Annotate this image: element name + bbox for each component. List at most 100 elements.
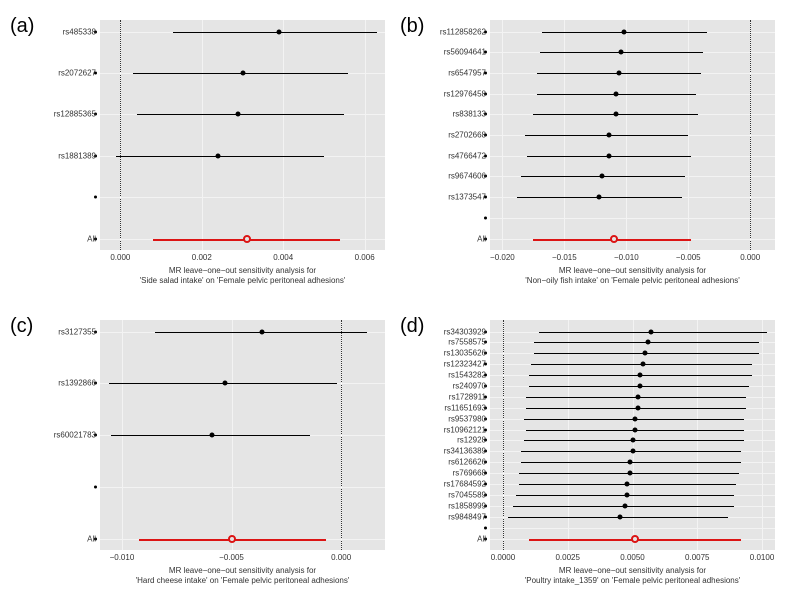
ylabel: rs240970 <box>453 381 490 390</box>
ylabel: rs10962121 <box>444 425 490 434</box>
x-axis-title-line1: MR leave−one−out sensitivity analysis fo… <box>490 566 775 576</box>
ylabel: rs7558575 <box>448 338 490 347</box>
point-estimate <box>236 112 241 117</box>
ylabel: rs13035626 <box>444 349 490 358</box>
point-estimate <box>635 394 640 399</box>
x-axis-title-line1: MR leave−one−out sensitivity analysis fo… <box>100 266 385 276</box>
gridline <box>365 20 366 250</box>
point-estimate <box>621 29 626 34</box>
ylabel: rs4766472 <box>448 151 490 160</box>
ylabel: rs1543282 <box>448 371 490 380</box>
point-estimate <box>606 133 611 138</box>
ylabel: rs3127355 <box>58 327 100 336</box>
gridline <box>633 320 634 550</box>
x-axis-title: MR leave−one−out sensitivity analysis fo… <box>100 550 385 585</box>
plot-d: 0.00000.00250.00500.00750.0100rs34303929… <box>490 320 775 550</box>
ytick-dot <box>484 526 487 529</box>
ylabel: rs1728911 <box>449 392 490 401</box>
point-estimate <box>630 449 635 454</box>
point-estimate <box>630 438 635 443</box>
point-estimate <box>627 460 632 465</box>
ylabel: rs6547957 <box>448 68 490 77</box>
gridline <box>762 320 763 550</box>
ylabel: rs34136389 <box>444 447 490 456</box>
point-estimate <box>638 373 643 378</box>
panel-label-d: (d) <box>400 315 424 338</box>
point-estimate <box>606 153 611 158</box>
ci-whisker <box>539 332 767 333</box>
hgrid <box>100 197 385 198</box>
ylabel: rs11651693 <box>444 403 490 412</box>
ylabel: rs34303929 <box>444 327 490 336</box>
point-estimate <box>616 70 621 75</box>
ylabel: rs7045589 <box>448 490 490 499</box>
x-axis-title: MR leave−one−out sensitivity analysis fo… <box>100 250 385 285</box>
x-axis-title: MR leave−one−out sensitivity analysis fo… <box>490 250 775 285</box>
point-estimate <box>643 351 648 356</box>
ylabel: rs1858999 <box>448 501 490 510</box>
plot-b: −0.020−0.015−0.010−0.0050.000rs112858262… <box>490 20 775 250</box>
ylabel: rs12976458 <box>444 89 490 98</box>
ylabel: rs6126626 <box>448 458 490 467</box>
point-estimate <box>599 174 604 179</box>
point-estimate <box>627 471 632 476</box>
ytick-dot <box>94 485 97 488</box>
x-axis-title: MR leave−one−out sensitivity analysis fo… <box>490 550 775 585</box>
point-estimate <box>638 383 643 388</box>
ylabel: rs9674606 <box>448 172 490 181</box>
ylabel: rs2072627 <box>58 68 100 77</box>
point-estimate <box>646 340 651 345</box>
point-estimate <box>243 235 251 243</box>
x-axis-title-line2: 'Hard cheese intake' on 'Female pelvic p… <box>100 576 385 586</box>
ylabel: rs12323427 <box>444 360 490 369</box>
ylabel: rs1881389 <box>58 151 100 160</box>
ylabel: rs56094641 <box>444 48 490 57</box>
panel-label-c: (c) <box>10 315 33 338</box>
point-estimate <box>614 112 619 117</box>
point-estimate <box>240 70 245 75</box>
point-estimate <box>625 492 630 497</box>
x-axis-title-line1: MR leave−one−out sensitivity analysis fo… <box>490 266 775 276</box>
point-estimate <box>648 329 653 334</box>
ylabel: rs12885365 <box>54 110 100 119</box>
ci-whisker <box>173 32 377 33</box>
ylabel: rs9848497 <box>448 512 490 521</box>
ylabel: rs112858262 <box>440 27 490 36</box>
hgrid <box>490 218 775 219</box>
point-estimate <box>635 405 640 410</box>
point-estimate <box>277 29 282 34</box>
ylabel: rs1392866 <box>58 379 100 388</box>
point-estimate <box>633 427 638 432</box>
hgrid <box>100 487 385 488</box>
panel-label-b: (b) <box>400 15 424 38</box>
hgrid <box>490 528 775 529</box>
ylabel: rs9537980 <box>448 414 490 423</box>
point-estimate <box>228 535 236 543</box>
point-estimate <box>622 503 627 508</box>
x-axis-title-line2: 'Poultry intake_1359' on 'Female pelvic … <box>490 576 775 586</box>
point-estimate <box>633 416 638 421</box>
ytick-dot <box>94 196 97 199</box>
zero-line <box>503 320 504 550</box>
ylabel: All <box>477 234 490 243</box>
ylabel: rs17684592 <box>444 480 490 489</box>
point-estimate <box>216 153 221 158</box>
gridline <box>697 320 698 550</box>
point-estimate <box>222 381 227 386</box>
point-estimate <box>260 329 265 334</box>
point-estimate <box>640 362 645 367</box>
ylabel: rs485338 <box>63 27 100 36</box>
figure-container: (a)0.0000.0020.0040.006rs485338rs2072627… <box>0 0 800 603</box>
ylabel: rs1373547 <box>448 193 490 202</box>
ylabel: rs769668 <box>453 469 490 478</box>
ylabel: All <box>477 534 490 543</box>
point-estimate <box>631 535 639 543</box>
gridline <box>202 20 203 250</box>
point-estimate <box>625 482 630 487</box>
ytick-dot <box>484 216 487 219</box>
gridline <box>283 20 284 250</box>
ylabel: rs60021783 <box>54 431 100 440</box>
gridline <box>568 320 569 550</box>
x-axis-title-line2: 'Side salad intake' on 'Female pelvic pe… <box>100 276 385 286</box>
ylabel: rs2702668 <box>448 131 490 140</box>
